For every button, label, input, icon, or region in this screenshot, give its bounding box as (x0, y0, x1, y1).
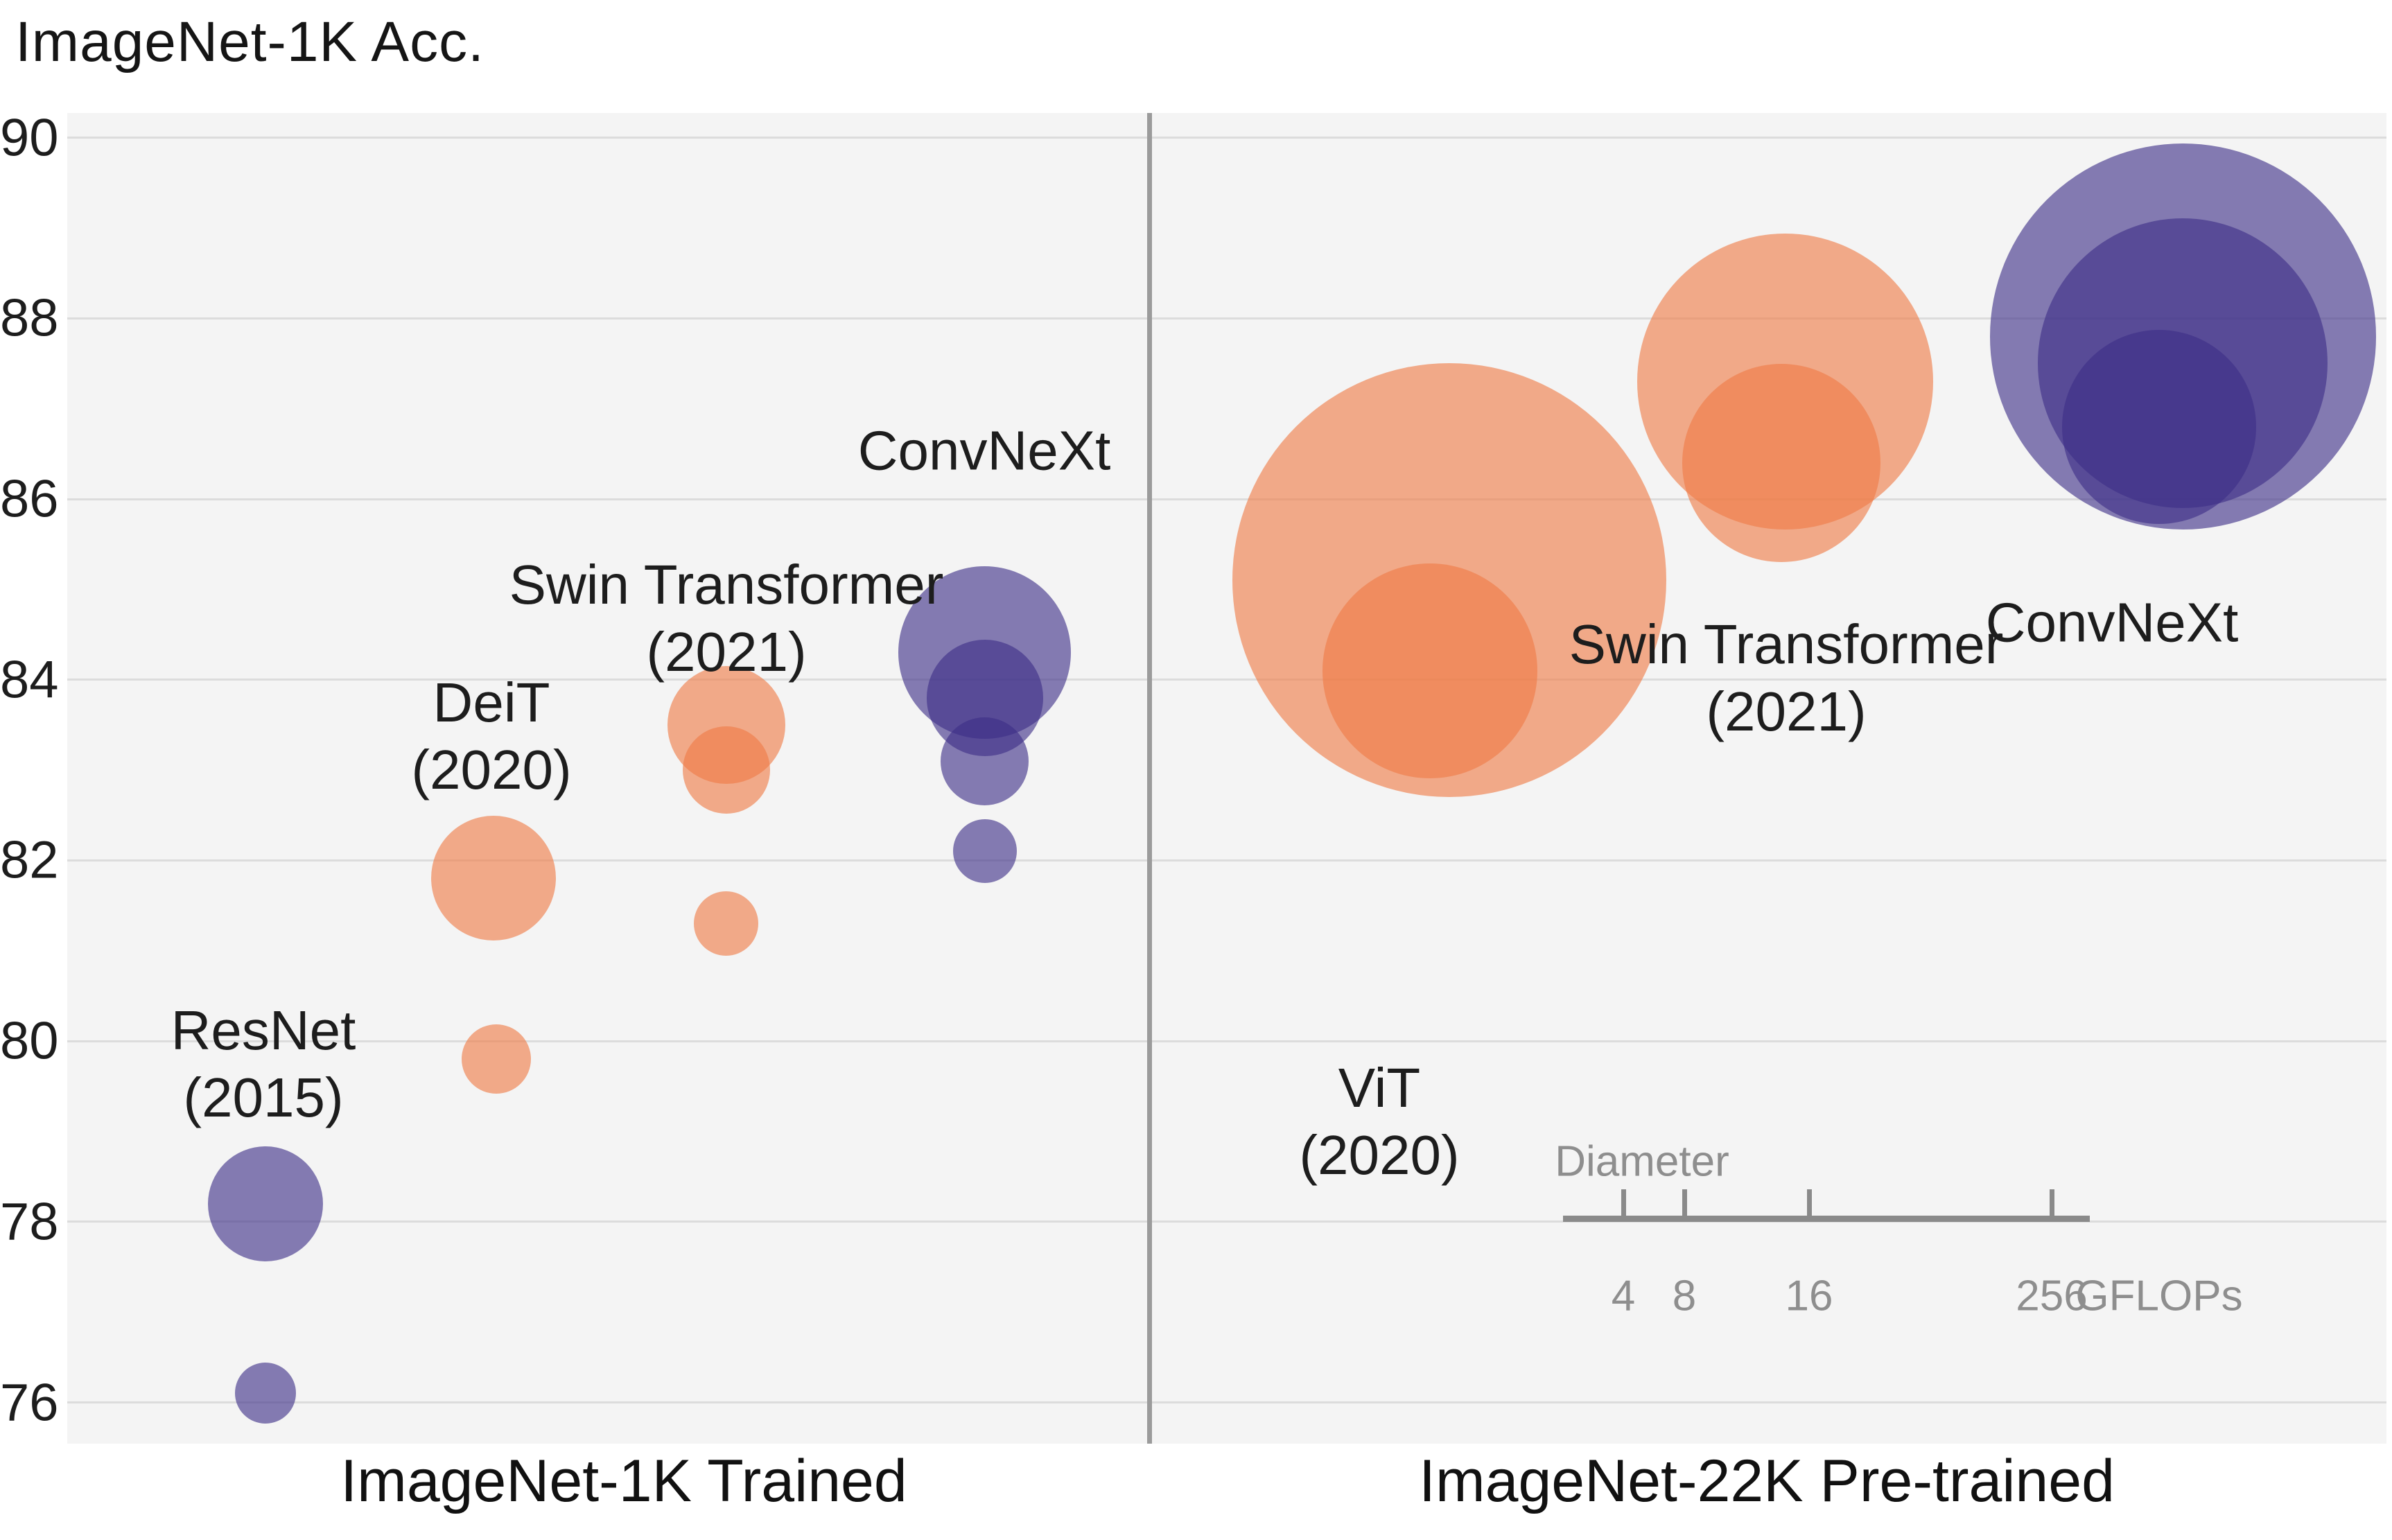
y-tick-label-86: 86 (0, 469, 59, 529)
y-tick-label-88: 88 (0, 288, 59, 348)
legend-title: Diameter (1555, 1137, 1729, 1186)
chart-title: ImageNet-1K Acc. (15, 10, 484, 73)
bubble-convnext-82.1 (953, 819, 1017, 884)
gridline-y-80 (67, 1040, 2386, 1042)
y-tick-label-90: 90 (0, 108, 59, 168)
y-tick-label-84: 84 (0, 650, 59, 710)
gridline-y-78 (67, 1220, 2386, 1223)
y-tick-label-82: 82 (0, 830, 59, 890)
legend-tick-16 (1807, 1189, 1812, 1218)
series-label-swin-transformer-2021-: Swin Transformer (2021) (509, 551, 944, 685)
series-label-line: (2015) (183, 1067, 344, 1128)
y-tick-label-78: 78 (0, 1192, 59, 1252)
series-label-line: (2020) (411, 739, 572, 800)
legend-axis-line (1563, 1216, 2090, 1222)
bubble-convnext-86.8 (2062, 329, 2256, 524)
legend-tick-8 (1682, 1189, 1687, 1218)
series-label-line: (2021) (646, 621, 807, 683)
legend-tick-label-256: 256 (2016, 1272, 2088, 1320)
bubble-resnet-2015--76.1 (235, 1363, 296, 1424)
gridline-y-76 (67, 1401, 2386, 1403)
bubble-swin-transformer-2021--81.3 (693, 891, 758, 956)
y-tick-label-80: 80 (0, 1011, 59, 1071)
legend-tick-256 (2050, 1189, 2054, 1218)
series-label-line: DeiT (433, 672, 550, 733)
bubble-vit-2020--84.1 (1322, 563, 1537, 778)
series-label-resnet-2015-: ResNet (2015) (171, 997, 356, 1131)
series-label-deit-2020-: DeiT (2020) (411, 669, 571, 803)
gridline-y-82 (67, 859, 2386, 861)
series-label-line: ResNet (171, 999, 356, 1061)
panel-divider (1147, 113, 1152, 1444)
plot-area: ResNet (2015) DeiT (2020) Swin Transformer (2… (67, 113, 2386, 1444)
gridline-y-84 (67, 679, 2386, 681)
gridline-y-90 (67, 137, 2386, 139)
series-label-line: ConvNeXt (857, 419, 1111, 482)
series-label-swin-transformer-2021-: Swin Transformer (2021) (1569, 611, 2004, 745)
bubble-resnet-2015--78.2 (208, 1146, 323, 1261)
bubble-deit-2020--79.8 (462, 1024, 531, 1094)
bubble-convnext-83.1 (940, 717, 1029, 805)
series-label-convnext: ConvNeXt (1986, 589, 2239, 656)
series-label-line: ConvNeXt (1985, 591, 2239, 654)
y-tick-label-76: 76 (0, 1373, 59, 1432)
legend-tick-label-16: 16 (1785, 1272, 1833, 1320)
panel-label-imagenet-22k: ImageNet-22K Pre-trained (1419, 1448, 2115, 1514)
series-label-convnext: ConvNeXt (858, 417, 1111, 484)
gridline-y-88 (67, 317, 2386, 320)
legend-tick-4 (1621, 1189, 1626, 1218)
series-label-vit-2020-: ViT (2020) (1299, 1054, 1459, 1189)
bubble-swin-transformer-2021--83 (683, 726, 770, 814)
legend-tick-label-8: 8 (1672, 1272, 1697, 1320)
bubble-swin-transformer-2021--86.4 (1682, 363, 1880, 562)
panel-label-imagenet-1k: ImageNet-1K Trained (340, 1448, 907, 1514)
series-label-line: (2020) (1299, 1124, 1460, 1186)
series-label-line: Swin Transformer (509, 554, 944, 615)
bubble-deit-2020--81.8 (431, 816, 556, 941)
gridline-y-86 (67, 498, 2386, 500)
series-label-line: (2021) (1706, 681, 1867, 742)
legend-tick-label-4: 4 (1611, 1272, 1636, 1320)
series-label-line: ViT (1338, 1057, 1421, 1119)
legend-units-label: GFLOPs (2075, 1272, 2243, 1320)
series-label-line: Swin Transformer (1569, 613, 2004, 675)
